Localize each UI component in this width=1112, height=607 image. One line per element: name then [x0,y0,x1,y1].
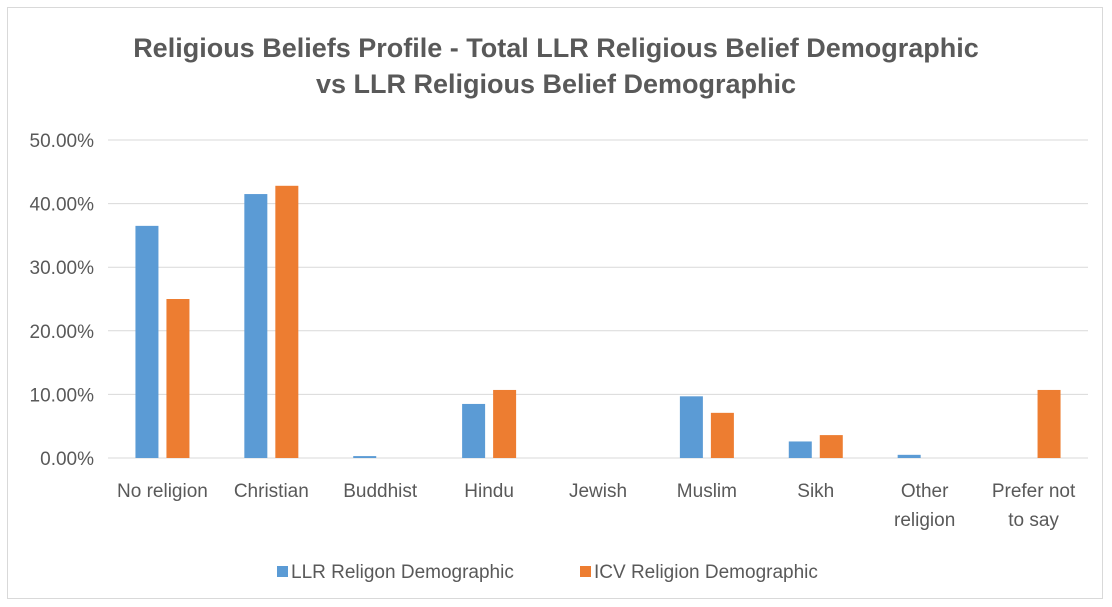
legend: LLR Religon Demographic ICV Religion Demo… [277,562,818,583]
x-tick-label: Jewish [569,481,627,502]
x-tick-label: Prefer not [992,481,1076,502]
x-tick-label: religion [894,510,955,531]
y-tick-label: 30.00% [30,258,95,279]
bar-icv [493,389,517,458]
x-tick-label: Hindu [464,481,514,502]
chart-title: Religious Beliefs Profile - Total LLR Re… [133,33,979,99]
x-tick-label: Sikh [797,481,834,502]
bar-icv [166,299,190,458]
x-axis-labels: No religion Christian Buddhist Hindu Jewish M… [117,481,1076,531]
bar-icv [1037,389,1061,458]
gridlines [108,139,1088,459]
legend-swatch [277,566,288,577]
x-tick-label: Buddhist [343,481,418,502]
bar-llr [244,194,268,458]
x-tick-label: Christian [234,481,309,502]
x-tick-label: Other [901,481,949,502]
bar-llr [353,456,377,458]
bar-icv [819,435,843,458]
bar-llr [897,454,921,458]
chart-title-line: Religious Beliefs Profile - Total LLR Re… [133,33,979,63]
x-tick-label: to say [1008,510,1059,531]
x-tick-label: No religion [117,481,208,502]
y-tick-label: 40.00% [30,195,95,216]
bar-icv [275,185,299,459]
bar-llr [679,396,703,458]
bar-llr [462,403,486,458]
bar-llr [788,441,812,458]
chart-frame [7,7,1103,599]
y-tick-label: 50.00% [30,131,95,152]
x-tick-label: Muslim [677,481,737,502]
bar-llr [135,225,159,458]
chart-title-line: vs LLR Religious Belief Demographic [316,69,796,99]
legend-swatch [580,566,591,577]
y-axis-ticks: 0.00% 10.00% 20.00% 30.00% 40.00% 50.00% [30,131,95,470]
y-tick-label: 0.00% [40,449,94,470]
bars [135,185,1061,459]
bar-icv [710,412,734,458]
legend-label: ICV Religion Demographic [594,562,818,583]
legend-label: LLR Religon Demographic [291,562,514,583]
y-tick-label: 20.00% [30,322,95,343]
y-tick-label: 10.00% [30,385,95,406]
